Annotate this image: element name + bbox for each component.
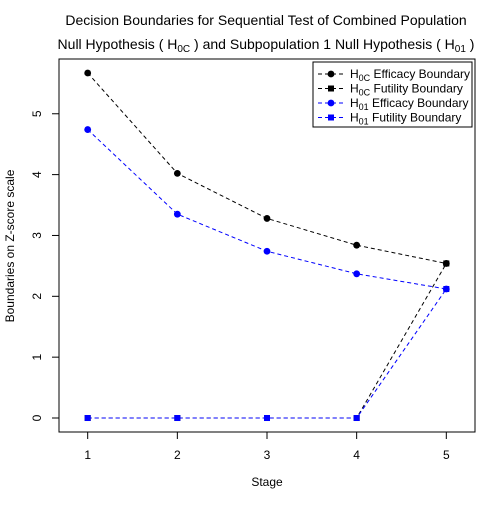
y-tick-label: 2 — [30, 293, 44, 300]
legend-marker — [328, 86, 334, 92]
y-tick-label: 3 — [30, 232, 44, 239]
y-tick-label: 4 — [30, 171, 44, 178]
chart-title-line1: Decision Boundaries for Sequential Test … — [65, 12, 466, 28]
data-point — [264, 215, 271, 222]
x-tick-label: 1 — [84, 448, 91, 462]
data-point — [443, 286, 449, 292]
x-tick-label: 5 — [443, 448, 450, 462]
chart-title-line2: Null Hypothesis ( H0C ) and Subpopulatio… — [58, 36, 475, 55]
series-2 — [84, 126, 449, 292]
data-point — [264, 415, 270, 421]
data-point — [174, 211, 181, 218]
legend-marker — [328, 100, 335, 107]
x-tick-label: 4 — [353, 448, 360, 462]
data-point — [174, 170, 181, 177]
y-axis: 0 1 2 3 4 5 — [30, 110, 59, 421]
x-tick-label: 2 — [174, 448, 181, 462]
series-line — [88, 263, 447, 418]
legend-marker — [328, 71, 335, 78]
series-1 — [85, 260, 450, 421]
series-line — [88, 289, 447, 418]
data-point — [84, 126, 91, 133]
y-tick-label: 0 — [30, 414, 44, 421]
series-line — [88, 130, 447, 289]
y-tick-label: 5 — [30, 110, 44, 117]
data-point — [84, 70, 91, 77]
data-point — [174, 415, 180, 421]
legend-marker — [328, 115, 334, 121]
x-tick-label: 3 — [264, 448, 271, 462]
data-point — [264, 248, 271, 255]
x-axis-label: Stage — [251, 475, 283, 489]
y-tick-label: 1 — [30, 354, 44, 361]
data-point — [443, 260, 449, 266]
data-point — [354, 415, 360, 421]
data-point — [85, 415, 91, 421]
x-axis: 1 2 3 4 5 — [84, 432, 450, 462]
y-axis-label: Boundaries on Z-score scale — [3, 169, 17, 322]
data-point — [353, 270, 360, 277]
data-point — [353, 242, 360, 249]
